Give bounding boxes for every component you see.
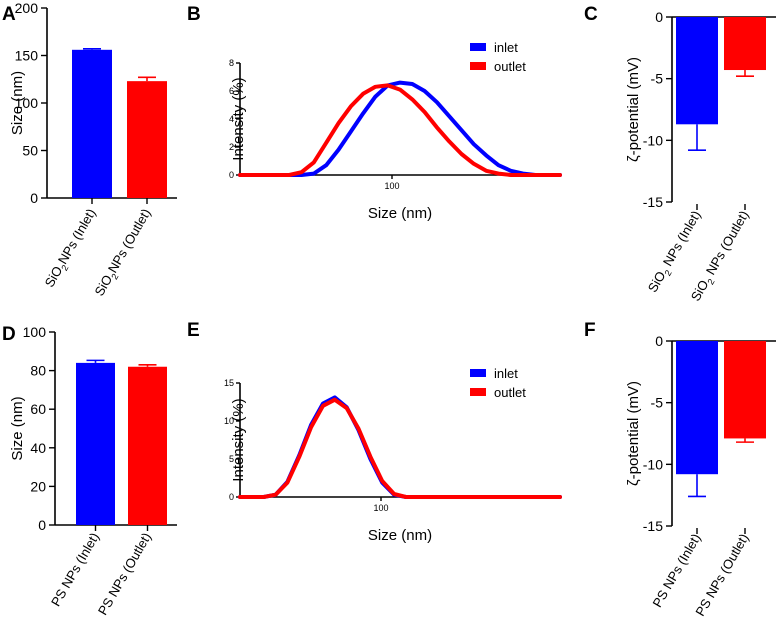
y-tick-label: -5 bbox=[651, 71, 664, 87]
panel-letter: B bbox=[187, 4, 201, 25]
y-tick-label: 0 bbox=[30, 190, 38, 206]
bar-inlet bbox=[676, 341, 718, 475]
y-axis-label: Intensity (%) bbox=[230, 398, 247, 481]
y-axis-label: Intensity (%) bbox=[230, 77, 247, 160]
series-line-outlet bbox=[238, 83, 562, 177]
panel-letter: D bbox=[2, 324, 16, 345]
y-tick-label: 100 bbox=[15, 95, 39, 111]
panel-B-intensity-line-chart: B 0 2 4 6 8 100 inlet outlet Intensity (%) Size (n… bbox=[187, 4, 562, 222]
series-line-inlet bbox=[238, 80, 562, 177]
category-label: SiO2NPs (Inlet) bbox=[42, 206, 102, 291]
category-label: PS NPs (Outlet) bbox=[95, 530, 154, 618]
y-tick-label: 15 bbox=[224, 378, 234, 388]
y-tick-label: 0 bbox=[229, 170, 234, 180]
y-tick-label: 20 bbox=[30, 478, 46, 494]
y-axis-label: ζ-potential (mV) bbox=[625, 57, 642, 162]
y-tick-label: 0 bbox=[38, 517, 46, 533]
category-label: PS NPs (Inlet) bbox=[649, 531, 703, 610]
y-tick-label: 150 bbox=[15, 48, 39, 64]
y-tick-label: 100 bbox=[23, 324, 47, 340]
panel-letter: C bbox=[584, 4, 598, 25]
category-label: SiO2NPs (Outlet) bbox=[92, 206, 157, 300]
panel-D-size-bar-chart: D 0 20 40 60 80 100 PS NPs (Inlet)PS NPs (Outle… bbox=[2, 324, 177, 618]
legend-label-outlet: outlet bbox=[494, 385, 526, 400]
y-tick-label: 60 bbox=[30, 401, 46, 417]
y-axis-label: Size (nm) bbox=[9, 396, 26, 460]
y-tick-label: 0 bbox=[229, 492, 234, 502]
bar-outlet bbox=[128, 366, 167, 525]
x-tick-label: 100 bbox=[384, 181, 399, 191]
y-tick-label: 0 bbox=[655, 333, 663, 349]
y-tick-label: 2 bbox=[229, 142, 234, 152]
legend-label-inlet: inlet bbox=[494, 366, 518, 381]
y-tick-label: 10 bbox=[224, 416, 234, 426]
bar-outlet bbox=[724, 341, 766, 439]
y-tick-label: 40 bbox=[30, 440, 46, 456]
y-tick-label: -15 bbox=[643, 194, 663, 210]
legend-label-outlet: outlet bbox=[494, 59, 526, 74]
y-axis-label: ζ-potential (mV) bbox=[625, 381, 642, 486]
x-axis-label: Size (nm) bbox=[368, 527, 432, 544]
panel-letter: E bbox=[187, 320, 200, 341]
panel-letter: A bbox=[2, 4, 16, 25]
y-axis-label: Size (nm) bbox=[9, 71, 26, 135]
y-tick-label: -10 bbox=[643, 132, 663, 148]
x-axis-label: Size (nm) bbox=[368, 205, 432, 222]
y-tick-label: 200 bbox=[15, 0, 39, 16]
bar-outlet bbox=[724, 17, 766, 71]
y-tick-label: 50 bbox=[22, 143, 38, 159]
y-tick-label: 5 bbox=[229, 454, 234, 464]
panel-A-size-bar-chart: A 0 50 100 150 200 SiO2NPs (Inlet)SiO2NPs (Out… bbox=[2, 0, 177, 300]
bar-outlet bbox=[127, 81, 167, 198]
y-tick-label: 8 bbox=[229, 58, 234, 68]
series-line-outlet bbox=[238, 397, 562, 499]
y-tick-label: -5 bbox=[651, 395, 664, 411]
bar-inlet bbox=[76, 362, 115, 525]
y-tick-label: -15 bbox=[643, 518, 663, 534]
category-label: PS NPs (Inlet) bbox=[48, 530, 102, 609]
y-tick-label: -10 bbox=[643, 456, 663, 472]
y-tick-label: 80 bbox=[30, 363, 46, 379]
panel-E-intensity-line-chart: E 0 5 10 15 100 inlet outlet Intensity (%) Size (… bbox=[187, 320, 562, 544]
bar-inlet bbox=[676, 17, 718, 125]
legend-label-inlet: inlet bbox=[494, 40, 518, 55]
y-tick-label: 6 bbox=[229, 86, 234, 96]
y-tick-label: 4 bbox=[229, 114, 234, 124]
x-tick-label: 100 bbox=[373, 503, 388, 513]
category-label: PS NPs (Outlet) bbox=[692, 531, 751, 619]
bar-inlet bbox=[72, 49, 112, 198]
y-tick-label: 0 bbox=[655, 9, 663, 25]
panel-letter: F bbox=[584, 320, 596, 341]
